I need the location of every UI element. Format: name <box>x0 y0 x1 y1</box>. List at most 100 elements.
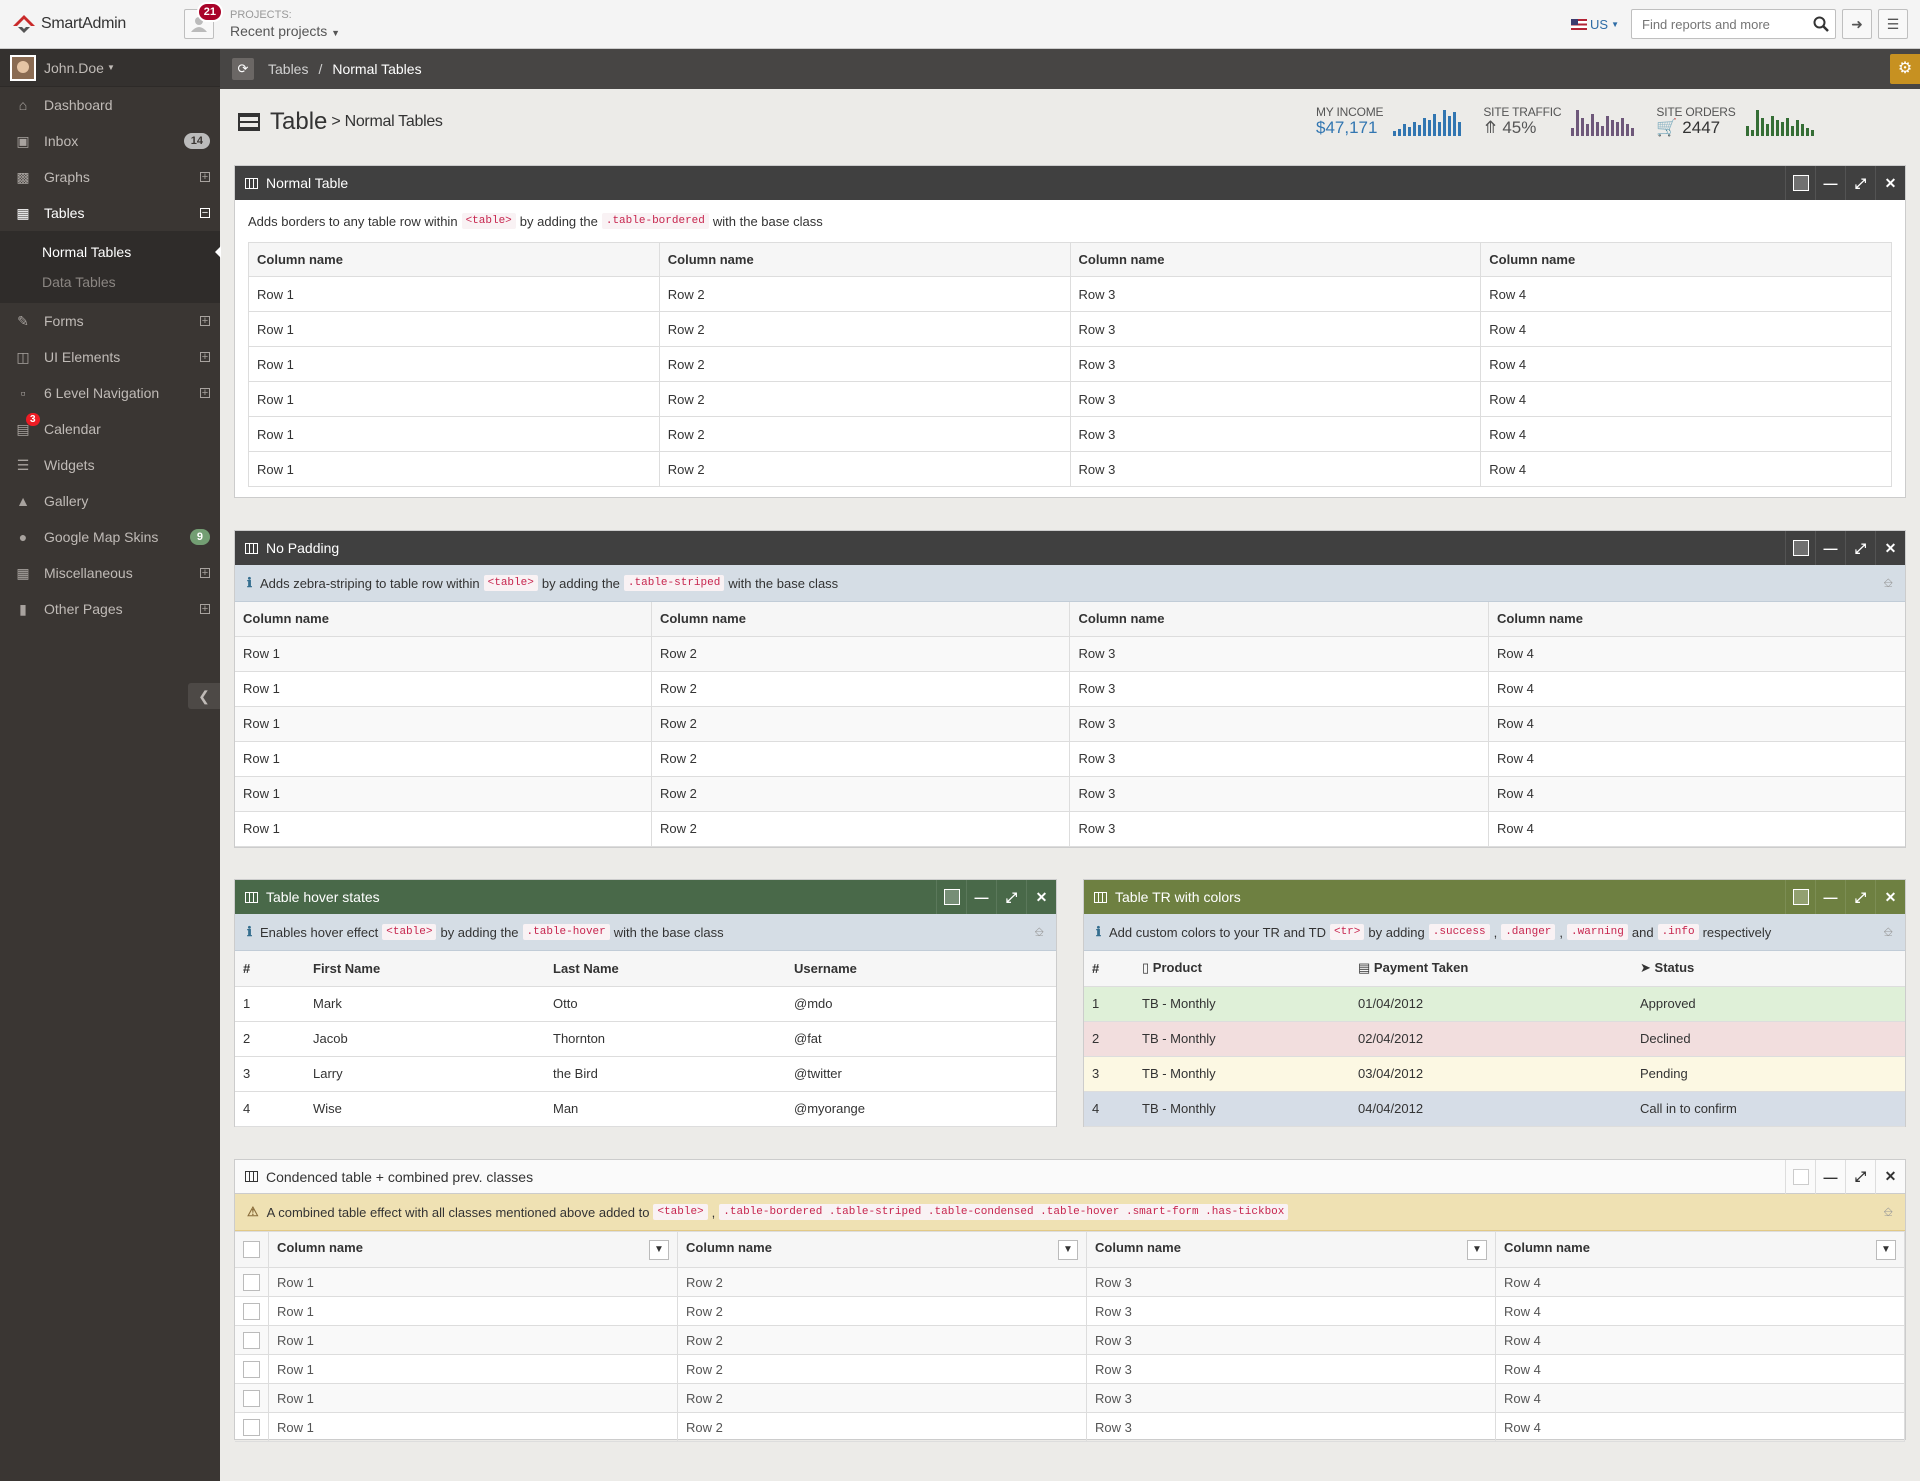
column-header[interactable]: Column name ▼ <box>1086 1231 1496 1268</box>
table-row[interactable]: 2 TB - Monthly 02/04/2012 Declined <box>1084 1021 1905 1057</box>
collapse-button[interactable]: — <box>966 880 996 914</box>
fullscreen-button[interactable]: ⤢ <box>996 880 1026 914</box>
column-header[interactable]: Column name <box>248 242 660 277</box>
collapse-button[interactable]: — <box>1815 166 1845 200</box>
table-row[interactable]: Row 1 Row 2 Row 3 Row 4 <box>248 346 1892 382</box>
sidebar-item-forms[interactable]: ✎ Forms + <box>0 303 220 339</box>
table-row[interactable]: Row 1 Row 2 Row 3 Row 4 <box>235 1383 1905 1413</box>
table-row[interactable]: Row 1 Row 2 Row 3 Row 4 <box>235 1267 1905 1297</box>
column-header[interactable]: Last Name <box>545 951 786 987</box>
filter-icon[interactable]: ▼ <box>649 1239 669 1260</box>
column-header[interactable]: Column name <box>1480 242 1892 277</box>
minify-menu-button[interactable]: ❮ <box>188 683 220 709</box>
sidebar-item-data-tables[interactable]: Data Tables <box>42 274 116 290</box>
dismiss-icon[interactable]: ⎒ <box>1034 924 1044 939</box>
column-header[interactable]: Column name ▼ <box>1495 1231 1905 1268</box>
table-row[interactable]: 1 TB - Monthly 01/04/2012 Approved <box>1084 986 1905 1022</box>
user-menu[interactable]: John.Doe ▼ <box>0 49 220 87</box>
row-checkbox[interactable] <box>243 1418 260 1436</box>
collapse-button[interactable]: — <box>1815 531 1845 565</box>
close-button[interactable]: ✕ <box>1875 531 1905 565</box>
color-picker-button[interactable] <box>1785 166 1815 200</box>
dismiss-icon[interactable]: ⎒ <box>1883 924 1893 939</box>
menu-toggle-button[interactable]: ☰ <box>1878 9 1908 39</box>
table-row[interactable]: Row 1 Row 2 Row 3 Row 4 <box>235 706 1905 742</box>
sidebar-item-6-level-navigation[interactable]: ▫ 6 Level Navigation + <box>0 375 220 411</box>
logo[interactable]: SmartAdmin <box>0 0 180 49</box>
close-button[interactable]: ✕ <box>1875 1159 1905 1194</box>
fullscreen-button[interactable]: ⤢ <box>1845 880 1875 914</box>
column-header[interactable]: Column name <box>658 242 1071 277</box>
table-row[interactable]: Row 1 Row 2 Row 3 Row 4 <box>248 381 1892 417</box>
table-row[interactable]: Row 1 Row 2 Row 3 Row 4 <box>235 811 1905 847</box>
filter-icon[interactable]: ▼ <box>1058 1239 1078 1260</box>
close-button[interactable]: ✕ <box>1026 880 1056 914</box>
table-row[interactable]: 4 TB - Monthly 04/04/2012 Call in to confir… <box>1084 1091 1905 1127</box>
collapse-button[interactable]: — <box>1815 880 1845 914</box>
projects-dropdown[interactable]: PROJECTS: Recent projects ▼ <box>230 7 340 41</box>
close-button[interactable]: ✕ <box>1875 166 1905 200</box>
fullscreen-button[interactable]: ⤢ <box>1845 1159 1875 1194</box>
collapse-icon[interactable]: − <box>200 207 210 219</box>
sidebar-item-other-pages[interactable]: ▮ Other Pages + <box>0 591 220 627</box>
row-checkbox[interactable] <box>243 1389 260 1407</box>
search-input[interactable] <box>1632 16 1797 32</box>
column-header[interactable]: Username <box>786 951 1056 987</box>
color-picker-button[interactable] <box>1785 880 1815 914</box>
expand-icon[interactable]: + <box>200 171 210 183</box>
close-button[interactable]: ✕ <box>1875 880 1905 914</box>
sidebar-item-inbox[interactable]: ▣ Inbox 14 <box>0 123 220 159</box>
expand-icon[interactable]: + <box>200 567 210 579</box>
select-all-checkbox[interactable] <box>243 1241 260 1259</box>
sidebar-item-ui-elements[interactable]: ◫ UI Elements + <box>0 339 220 375</box>
expand-icon[interactable]: + <box>200 315 210 327</box>
fullscreen-button[interactable]: ⤢ <box>1845 531 1875 565</box>
row-checkbox[interactable] <box>243 1360 260 1378</box>
row-checkbox[interactable] <box>243 1302 260 1320</box>
table-row[interactable]: Row 1 Row 2 Row 3 Row 4 <box>248 451 1892 487</box>
collapse-button[interactable]: — <box>1815 1159 1845 1194</box>
table-row[interactable]: 2 Jacob Thornton @fat <box>235 1021 1056 1057</box>
column-header[interactable]: # <box>1084 951 1134 987</box>
color-picker-button[interactable] <box>936 880 966 914</box>
sidebar-item-calendar[interactable]: ▤ 3 Calendar <box>0 411 220 447</box>
refresh-button[interactable]: ⟳ <box>232 58 254 80</box>
table-row[interactable]: Row 1 Row 2 Row 3 Row 4 <box>235 1412 1905 1442</box>
table-row[interactable]: Row 1 Row 2 Row 3 Row 4 <box>248 276 1892 312</box>
expand-icon[interactable]: + <box>200 603 210 615</box>
filter-icon[interactable]: ▼ <box>1467 1239 1487 1260</box>
table-row[interactable]: 4 Wise Man @myorange <box>235 1091 1056 1127</box>
activity-button[interactable]: 21 <box>184 2 223 39</box>
row-checkbox[interactable] <box>243 1273 260 1291</box>
column-header[interactable]: # <box>235 951 305 987</box>
table-row[interactable]: Row 1 Row 2 Row 3 Row 4 <box>248 311 1892 347</box>
column-header[interactable]: ▤ Payment Taken <box>1350 951 1632 987</box>
logout-button[interactable]: ➜ <box>1842 9 1872 39</box>
dismiss-icon[interactable]: ⎒ <box>1883 575 1893 590</box>
column-header[interactable]: ➤ Status <box>1632 951 1905 987</box>
column-header[interactable]: Column name ▼ <box>268 1231 678 1268</box>
sidebar-item-gallery[interactable]: ▲ Gallery <box>0 483 220 519</box>
sidebar-item-dashboard[interactable]: ⌂ Dashboard <box>0 87 220 123</box>
column-header[interactable]: Column name <box>235 602 652 637</box>
color-picker-button[interactable] <box>1785 1159 1815 1194</box>
table-row[interactable]: 3 Larry the Bird @twitter <box>235 1056 1056 1092</box>
table-row[interactable]: Row 1 Row 2 Row 3 Row 4 <box>235 1296 1905 1326</box>
column-header[interactable]: Column name <box>650 602 1070 637</box>
column-header[interactable]: ▯ Product <box>1134 951 1350 987</box>
settings-button[interactable]: ⚙ <box>1890 54 1920 84</box>
column-header[interactable]: Column name <box>1069 602 1489 637</box>
color-picker-button[interactable] <box>1785 531 1815 565</box>
table-row[interactable]: Row 1 Row 2 Row 3 Row 4 <box>235 741 1905 777</box>
table-row[interactable]: 3 TB - Monthly 03/04/2012 Pending <box>1084 1056 1905 1092</box>
table-row[interactable]: Row 1 Row 2 Row 3 Row 4 <box>248 416 1892 452</box>
column-header[interactable]: Column name ▼ <box>677 1231 1087 1268</box>
search-icon[interactable] <box>1813 16 1829 32</box>
sidebar-item-graphs[interactable]: ▩ Graphs + <box>0 159 220 195</box>
table-row[interactable]: Row 1 Row 2 Row 3 Row 4 <box>235 636 1905 672</box>
expand-icon[interactable]: + <box>200 351 210 363</box>
sidebar-item-normal-tables[interactable]: Normal Tables <box>0 237 221 267</box>
expand-icon[interactable]: + <box>200 387 210 399</box>
table-row[interactable]: Row 1 Row 2 Row 3 Row 4 <box>235 671 1905 707</box>
table-row[interactable]: Row 1 Row 2 Row 3 Row 4 <box>235 776 1905 812</box>
